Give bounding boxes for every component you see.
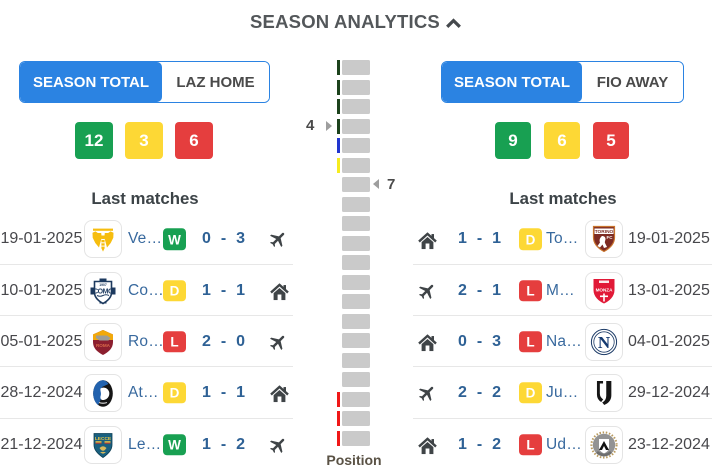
svg-text:N: N (598, 333, 611, 352)
svg-text:1907: 1907 (99, 283, 107, 287)
svg-text:MONZA: MONZA (596, 287, 614, 292)
svg-text:FC: FC (607, 235, 614, 240)
svg-text:COMO: COMO (93, 288, 114, 295)
svg-text:ROMA: ROMA (96, 343, 111, 348)
svg-text:LECCE: LECCE (95, 435, 112, 441)
svg-text:TORINO: TORINO (595, 229, 614, 235)
